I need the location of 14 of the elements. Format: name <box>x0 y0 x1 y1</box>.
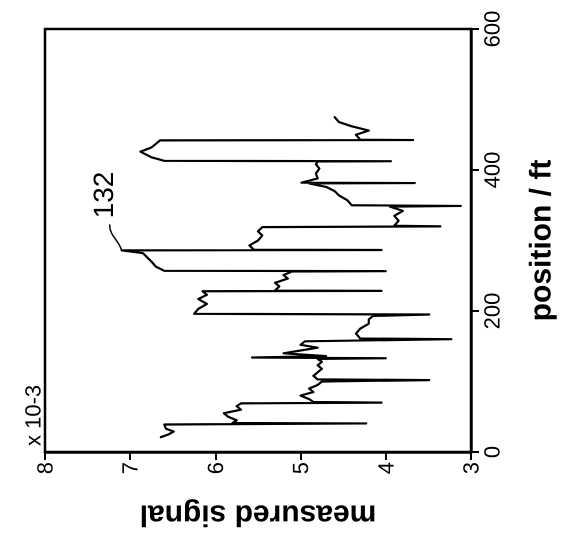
x-tick-label: 6 <box>202 462 228 474</box>
x-tick-label: 8 <box>32 462 58 474</box>
x-tick-label: 3 <box>458 462 484 474</box>
x-axis-title: measured signal <box>140 498 376 532</box>
y-tick-label: 600 <box>480 10 504 48</box>
x-tick-label: 5 <box>288 462 314 474</box>
annotation: x 10-3 <box>20 384 46 446</box>
y-tick-label: 200 <box>480 292 504 330</box>
x-tick-label: 7 <box>118 462 143 474</box>
y-axis-title: position / ft <box>524 160 558 322</box>
annotation: 132 <box>88 172 120 218</box>
x-tick-label: 4 <box>373 462 398 474</box>
y-tick-label: 400 <box>480 152 504 188</box>
y-tick-label: 0 <box>480 446 504 458</box>
